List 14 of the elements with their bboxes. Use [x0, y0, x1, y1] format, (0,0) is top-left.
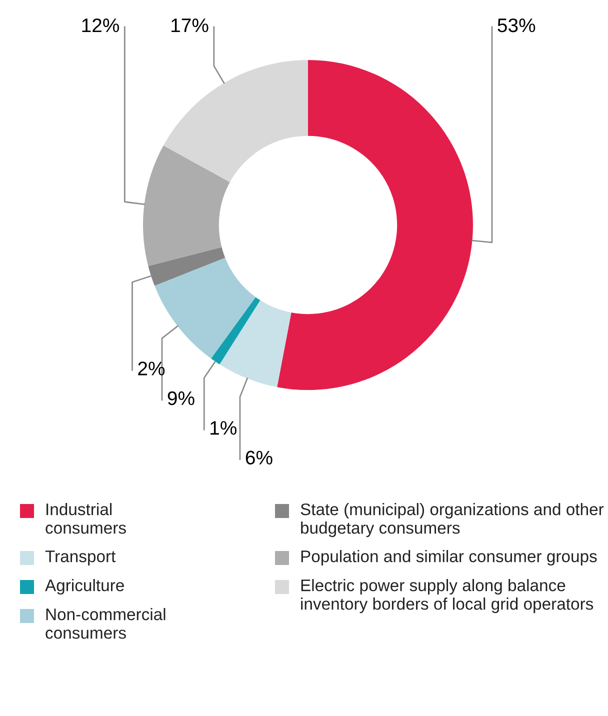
data-label: 2% [138, 362, 165, 376]
data-label: 6% [246, 450, 272, 465]
legend-label: State (municipal) organizations and other budgetary consumers [300, 503, 604, 538]
legend-label: Electric power supply along balance inventory borders of local grid operators [301, 579, 594, 614]
data-label: 9% [168, 391, 194, 406]
data-label: 12% [82, 18, 120, 32]
data-label: 53% [498, 18, 536, 32]
data-label: 17% [172, 18, 208, 32]
legend-label: Transport [45, 550, 116, 566]
legend-label: Industrial consumers [46, 503, 126, 534]
data-label: 1% [210, 421, 236, 435]
legend-label: Agriculture [45, 579, 124, 595]
legend-label: Population and similar consumer groups [301, 550, 597, 566]
legend-label: Non-commercial consumers [46, 608, 166, 639]
